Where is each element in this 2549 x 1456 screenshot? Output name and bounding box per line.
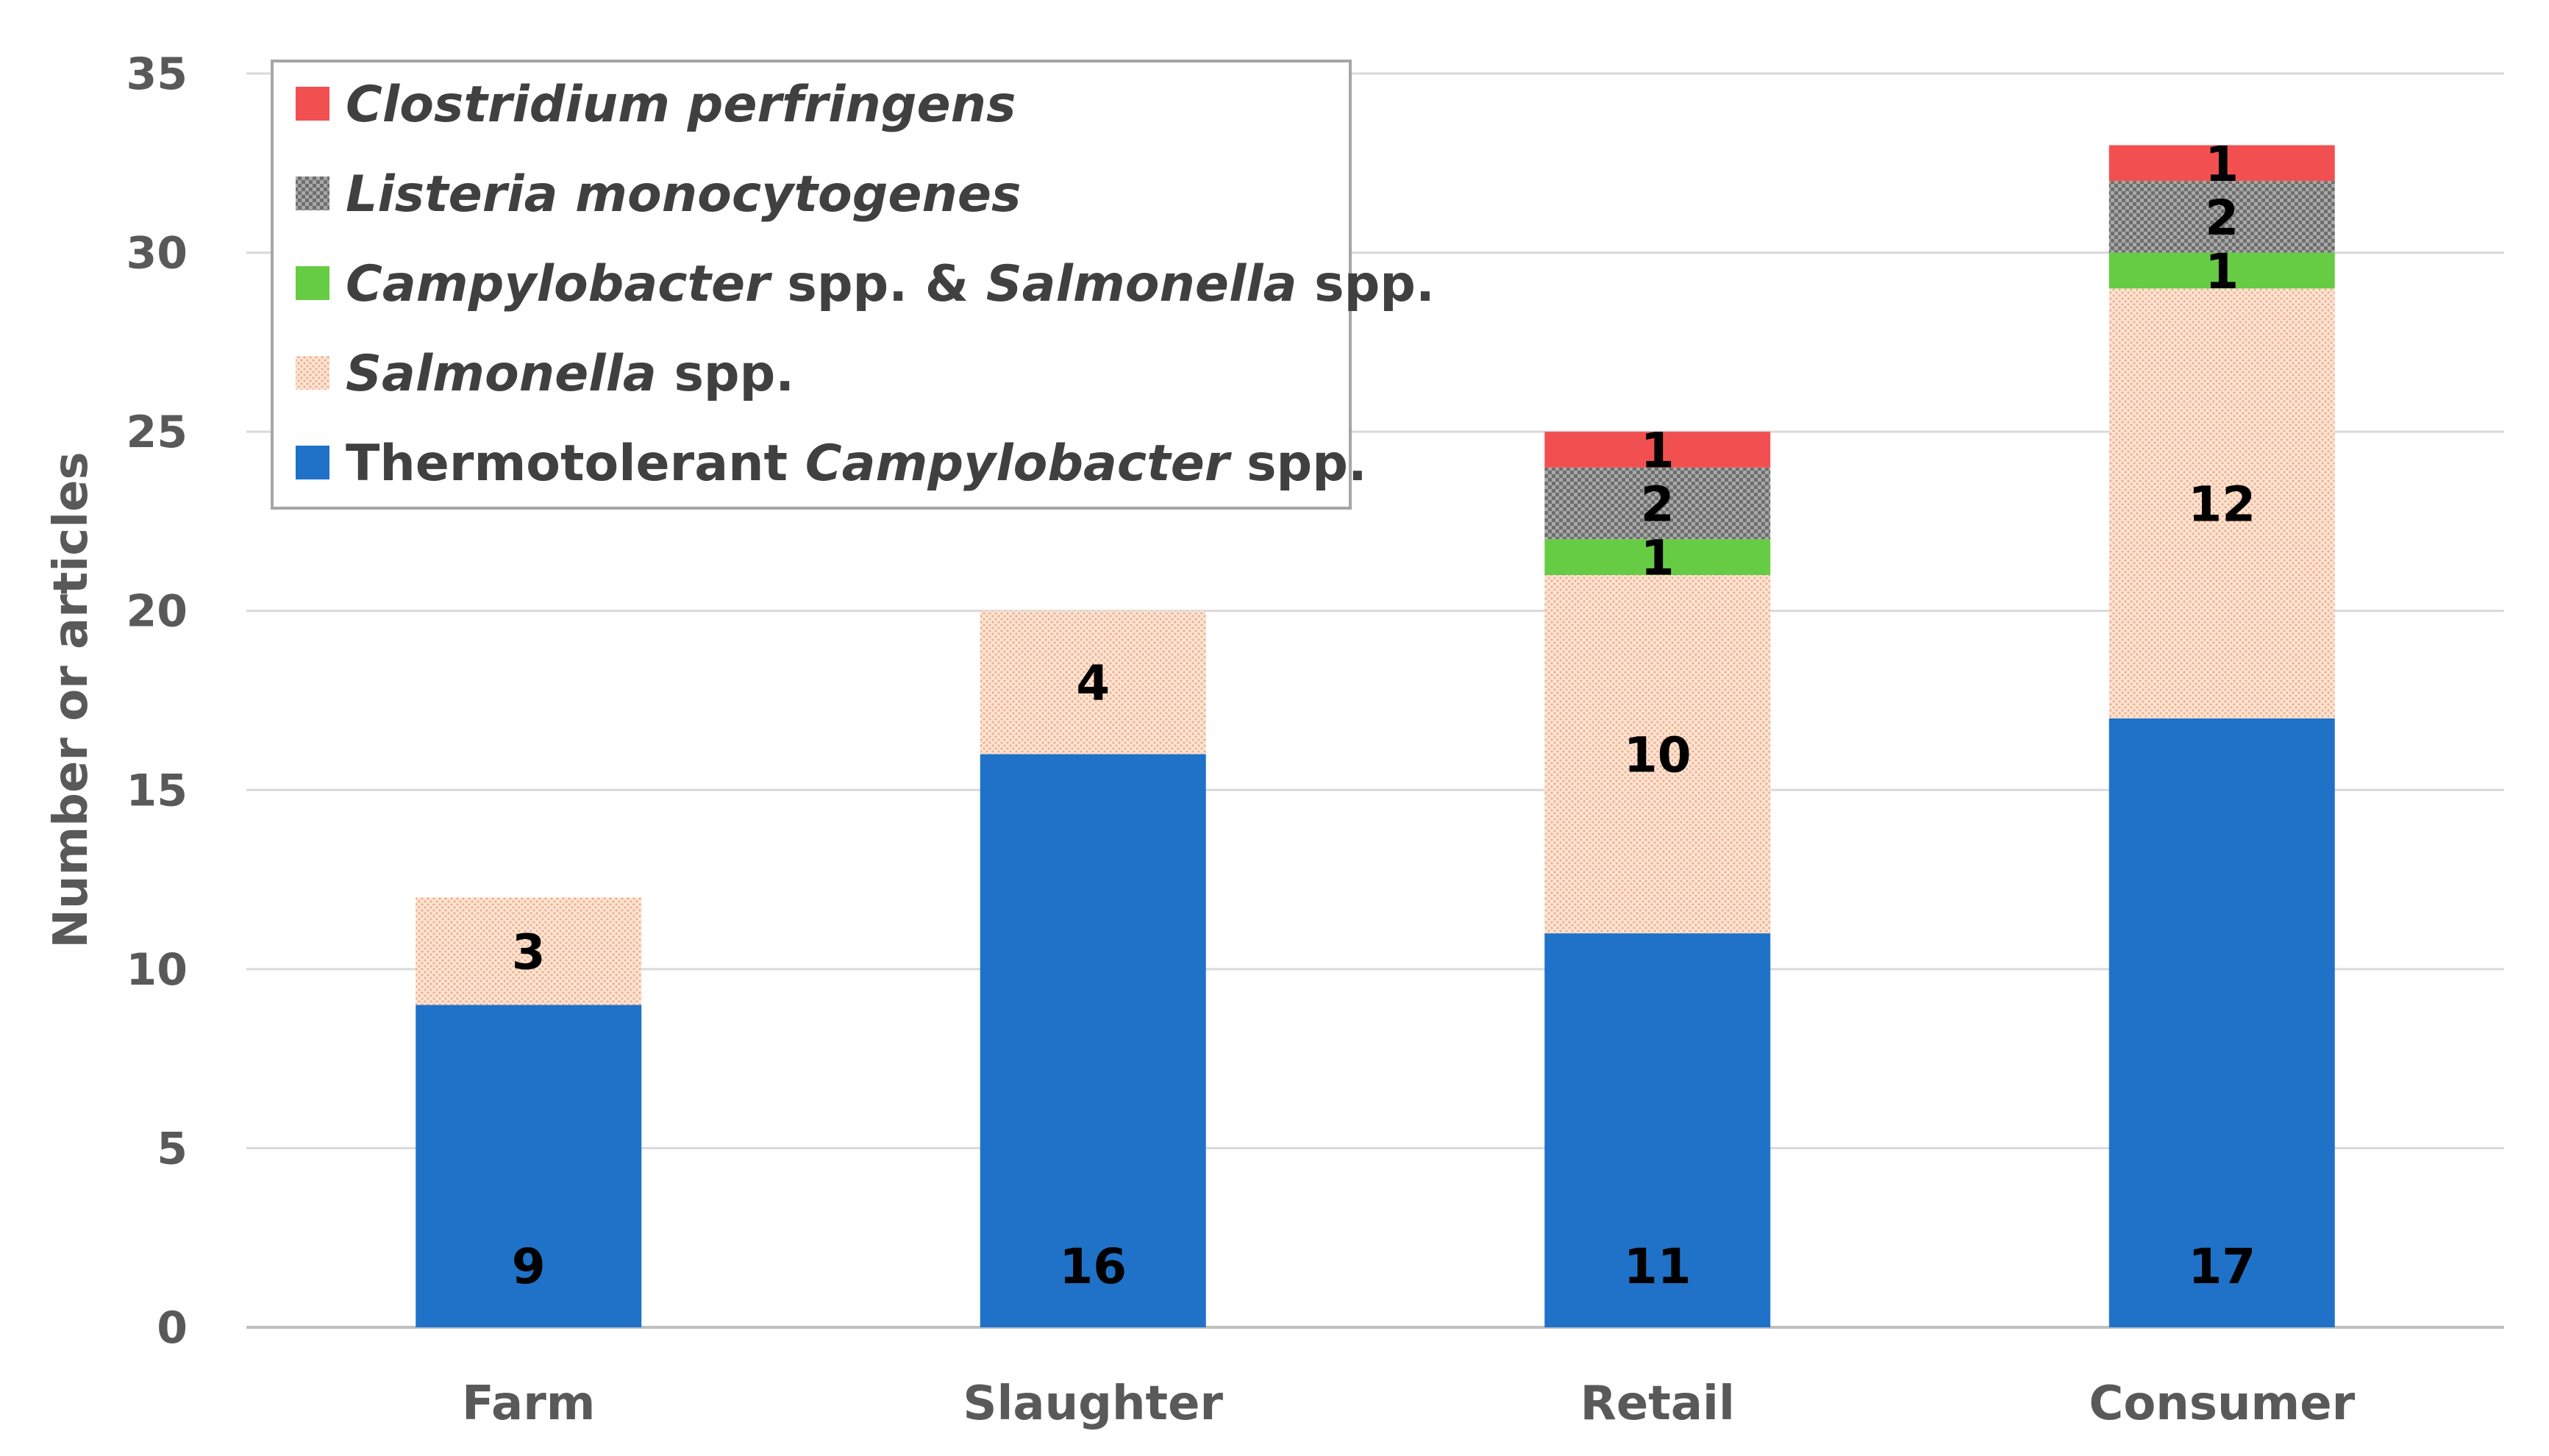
y-axis-ticks: 0 5 10 15 20 25 30 35 (126, 49, 188, 1354)
legend-entry: Salmonella spp. (346, 345, 794, 403)
legend-box (271, 60, 1352, 510)
y-axis-title: Number or articles (44, 452, 99, 948)
y-tick-label: 15 (126, 765, 188, 816)
legend-swatch (296, 176, 329, 210)
bar-segment (980, 610, 1206, 754)
data-label: 2 (1641, 477, 1675, 533)
bar-segment (416, 1004, 642, 1327)
data-label: 3 (512, 924, 546, 981)
bar-segment (1544, 933, 1771, 1327)
bar-segment (980, 754, 1206, 1327)
data-label: 16 (1059, 1238, 1127, 1295)
data-label: 1 (1641, 530, 1675, 587)
x-category-label: Retail (1580, 1377, 1735, 1431)
y-tick-label: 30 (126, 228, 188, 279)
bar-segment (2108, 181, 2335, 253)
legend-swatch (296, 446, 329, 479)
legend-entry: Clostridium perfringens (346, 76, 1016, 134)
bar-segment (1544, 467, 1771, 540)
bar-segment (416, 897, 642, 1005)
bar-segment (1544, 539, 1771, 575)
data-label: 9 (512, 1238, 546, 1295)
data-label: 1 (1641, 423, 1675, 479)
y-tick-label: 10 (126, 944, 188, 996)
data-label: 4 (1076, 655, 1110, 712)
x-axis-categories: Farm Slaughter Retail Consumer (462, 1377, 2356, 1431)
y-tick-label: 0 (157, 1302, 188, 1354)
x-category-label: Slaughter (963, 1377, 1223, 1431)
x-category-label: Consumer (2089, 1377, 2355, 1431)
y-tick-label: 5 (157, 1123, 188, 1174)
bar-segment (2108, 288, 2335, 718)
legend-swatch (296, 87, 329, 121)
legend-swatch (296, 356, 329, 390)
data-label: 1 (2205, 136, 2239, 193)
bar-segment (2108, 252, 2335, 289)
data-label: 10 (1624, 727, 1691, 784)
data-label: 17 (2188, 1238, 2256, 1295)
data-label: 2 (2205, 190, 2239, 246)
y-tick-label: 35 (126, 49, 188, 100)
data-label: 1 (2205, 243, 2239, 300)
bars (416, 145, 2335, 1327)
legend-entry: Thermotolerant Campylobacter spp. (346, 435, 1367, 493)
legend-swatch (296, 266, 329, 300)
data-label: 12 (2188, 477, 2256, 533)
legend-entry: Campylobacter spp. & Salmonella spp. (346, 255, 1435, 313)
x-category-label: Farm (462, 1377, 595, 1431)
bar-segment (2108, 145, 2335, 182)
bar-segment (1544, 432, 1771, 468)
y-tick-label: 20 (126, 586, 188, 638)
bar-segment (1544, 575, 1771, 934)
data-label: 11 (1624, 1238, 1691, 1295)
y-tick-label: 25 (126, 407, 188, 458)
bar-segment (2108, 718, 2335, 1327)
legend: Clostridium perfringens Listeria monocyto… (271, 60, 1435, 510)
legend-entry: Listeria monocytogenes (346, 165, 1022, 224)
